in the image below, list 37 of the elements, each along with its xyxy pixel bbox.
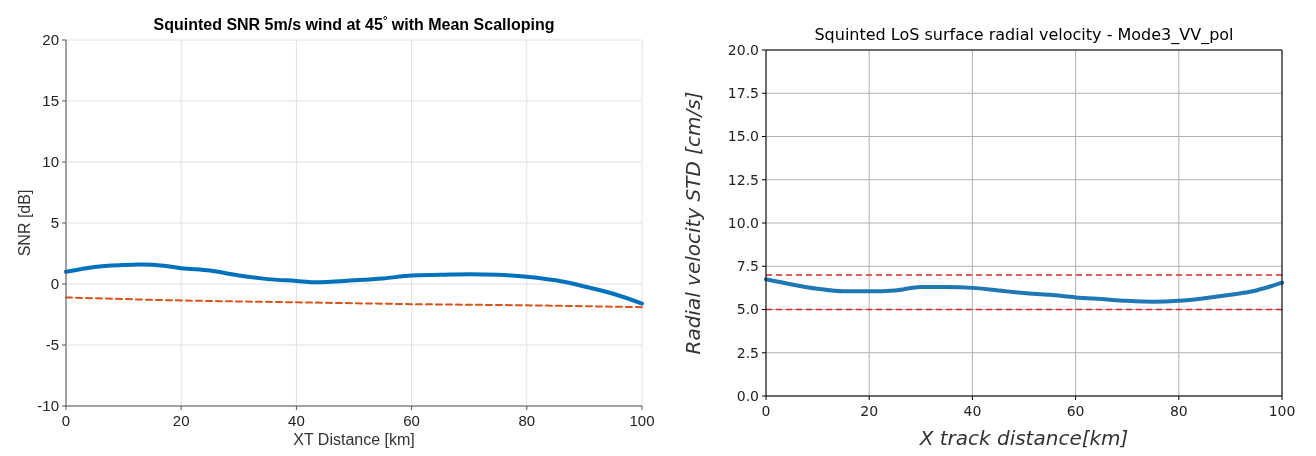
y-tick-label: 5.0 (736, 301, 759, 318)
chart-title: Squinted LoS surface radial velocity - Mode3_VV_pol (814, 25, 1234, 45)
x-axis-title: X track distance[km] (918, 426, 1129, 450)
x-tick-label: 40 (963, 403, 982, 419)
y-tick-label: 7.5 (736, 258, 759, 275)
y-tick-label: 0.0 (736, 387, 759, 404)
y-tick-label: 15 (42, 92, 59, 110)
y-tick-label: 12.5 (727, 171, 759, 188)
line-series (64, 262, 644, 306)
y-tick-label: 2.5 (736, 344, 759, 361)
x-tick-label: 100 (1268, 403, 1296, 419)
x-tick-label: 20 (860, 403, 879, 419)
x-axis-title: XT Distance [km] (293, 431, 415, 448)
line-series (65, 296, 643, 309)
x-tick-label: 0 (761, 403, 771, 419)
y-tick-label: -5 (45, 336, 59, 354)
y-tick-label: 10.0 (727, 214, 759, 231)
y-tick-label: 5 (50, 214, 59, 232)
y-tick-label: -10 (37, 397, 59, 415)
line-series (764, 277, 1284, 304)
x-tick-label: 100 (629, 412, 655, 429)
x-tick-label: 60 (1066, 403, 1085, 419)
y-tick-label: 15.0 (727, 128, 759, 145)
y-tick-label: 0 (50, 275, 59, 293)
y-tick-label: 20.0 (727, 41, 759, 58)
x-tick-label: 40 (288, 412, 305, 429)
x-tick-label: 20 (172, 412, 190, 429)
y-axis-title: SNR [dB] (16, 189, 33, 257)
x-tick-label: 80 (1169, 403, 1188, 419)
y-tick-label: 20 (42, 31, 59, 49)
x-tick-label: 0 (61, 412, 71, 429)
x-tick-label: 60 (403, 412, 420, 429)
chart-title: Squinted SNR 5m/s wind at 45$^{°}$ with Mean Scalloping (153, 14, 555, 33)
y-tick-label: 10 (42, 153, 59, 171)
x-tick-label: 80 (518, 412, 536, 429)
y-tick-label: 17.5 (727, 85, 759, 102)
y-axis-title: Radial velocity STD [cm/s] (681, 91, 705, 355)
